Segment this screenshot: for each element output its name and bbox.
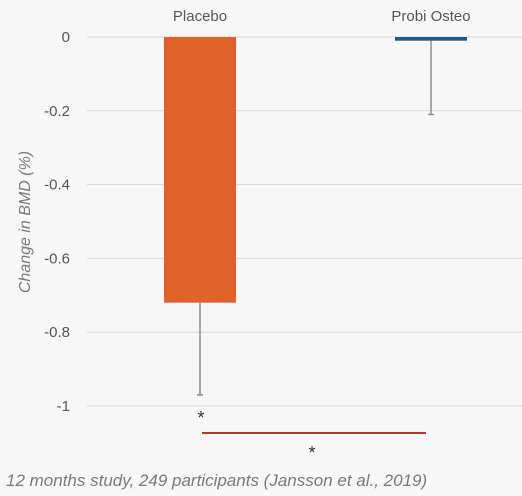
study-caption: 12 months study, 249 participants (Janss…	[6, 471, 428, 490]
bar-probi-osteo	[395, 37, 467, 41]
significance-star-placebo: *	[197, 408, 204, 428]
y-tick-label: 0	[62, 29, 70, 46]
y-axis-ticks: 0 -0.2 -0.4 -0.6 -0.8 -1	[44, 29, 70, 415]
category-label: Placebo	[173, 8, 227, 25]
y-tick-label: -0.2	[44, 103, 70, 120]
y-tick-label: -0.6	[44, 250, 70, 267]
bars	[164, 37, 467, 396]
significance-annotations: **	[197, 408, 426, 463]
y-axis-label: Change in BMD (%)	[17, 151, 34, 293]
gridlines	[87, 36, 522, 407]
y-tick-label: -1	[57, 398, 70, 415]
category-label: Probi Osteo	[391, 8, 470, 25]
y-tick-label: -0.8	[44, 324, 70, 341]
category-labels: Placebo Probi Osteo	[173, 8, 471, 25]
significance-star-comparison: *	[308, 443, 315, 463]
y-tick-label: -0.4	[44, 177, 70, 194]
bar-placebo	[164, 37, 236, 303]
